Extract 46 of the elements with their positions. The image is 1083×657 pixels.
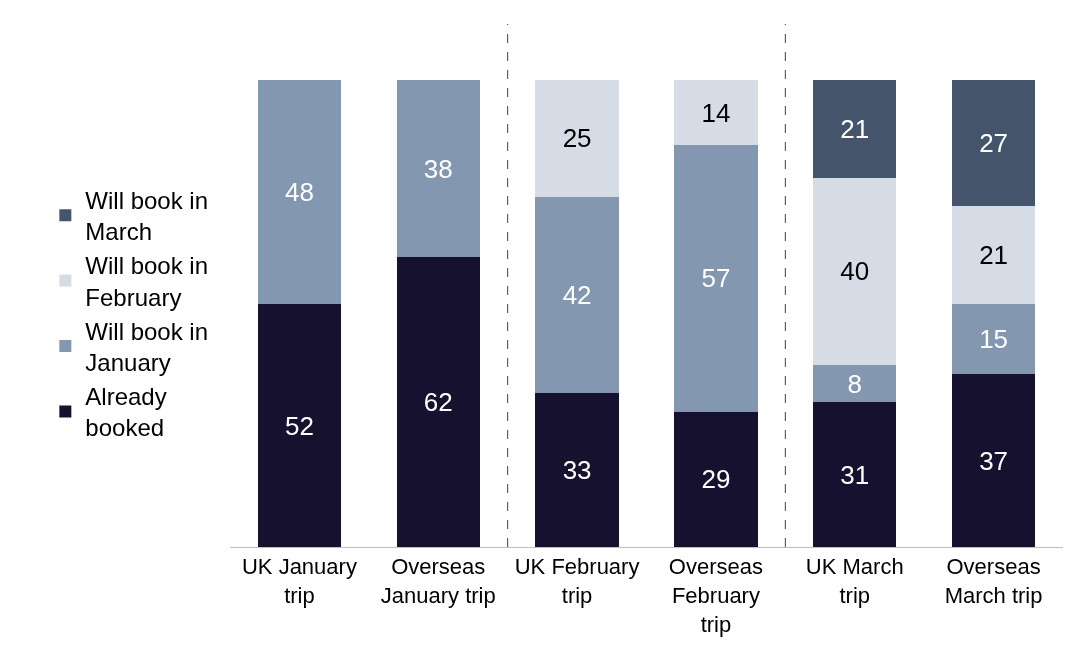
bar: [535, 392, 619, 547]
data-label: 52: [284, 410, 314, 441]
bar: [951, 80, 1036, 207]
x-tick-label: UK March trip: [805, 554, 904, 608]
legend-label: Will book in January: [85, 317, 209, 376]
bar: [396, 80, 480, 258]
data-label: 14: [701, 97, 731, 128]
x-tick-label: Overseas March trip: [944, 554, 1043, 608]
bar: [396, 257, 480, 547]
data-label: 29: [701, 464, 731, 495]
data-label: 21: [979, 240, 1009, 271]
data-label: 21: [840, 114, 870, 145]
data-label: 42: [562, 279, 592, 310]
data-label: 31: [840, 459, 870, 490]
bar: [257, 80, 342, 305]
data-label: 48: [284, 177, 314, 208]
data-label: 27: [979, 128, 1009, 159]
bar: [951, 374, 1036, 547]
bar: [813, 178, 897, 365]
data-label: 62: [423, 387, 453, 418]
bar: [257, 304, 342, 547]
x-tick-label: Overseas January trip: [380, 554, 496, 608]
bar: [951, 206, 1036, 305]
bar: [674, 411, 758, 547]
bar: [813, 402, 897, 547]
legend-label: Already booked: [85, 383, 167, 442]
bar: [674, 80, 758, 146]
bar: [535, 196, 619, 393]
data-label: 37: [979, 445, 1009, 476]
bar: [535, 80, 619, 197]
data-label: 33: [562, 454, 592, 485]
x-tick-label: UK February trip: [514, 554, 640, 608]
data-label: 38: [423, 153, 453, 184]
legend-label: Will book in March: [85, 186, 209, 246]
legend-label: Will book in February: [85, 252, 209, 311]
bar: [951, 304, 1036, 375]
data-label: 8: [847, 368, 862, 399]
data-label: 57: [701, 263, 731, 294]
data-label: 25: [562, 123, 592, 154]
bar: [813, 80, 897, 179]
data-label: 40: [840, 256, 870, 287]
bar: [674, 145, 758, 412]
data-label: 15: [979, 324, 1009, 355]
x-tick-label: UK January trip: [241, 554, 357, 608]
x-tick-label: Overseas February trip: [668, 554, 763, 637]
bar: [813, 364, 897, 403]
